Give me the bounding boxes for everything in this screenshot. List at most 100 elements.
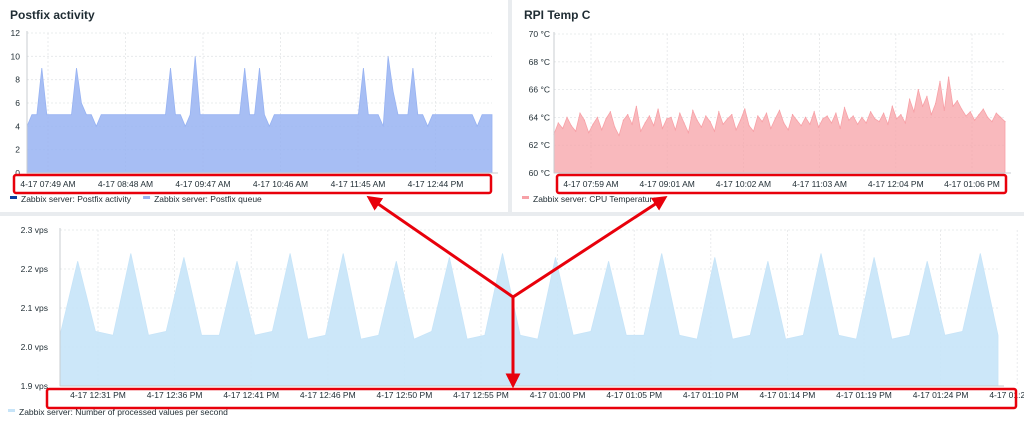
data-point xyxy=(696,119,698,121)
data-point xyxy=(562,127,564,130)
rpi-temp-widget: RPI Temp C 60 °C 62 °C 64 °C 66 °C 68 °C 70 °… xyxy=(512,0,1024,212)
data-point xyxy=(774,118,776,120)
postfix-activity-chart: 0 2 4 6 8 10 12 4-17 07:49 AM 4-17 08:48 AM 4-17 … xyxy=(10,28,498,204)
data-point xyxy=(579,112,581,114)
x-tick-label: 4-17 01:19 PM xyxy=(836,390,892,400)
y-tick-label: 68 °C xyxy=(529,57,550,67)
data-point xyxy=(969,111,971,113)
y-tick-label: 64 °C xyxy=(529,112,550,122)
data-point xyxy=(939,80,941,82)
data-point xyxy=(822,118,824,120)
data-point xyxy=(874,118,876,120)
data-point xyxy=(627,114,629,116)
y-tick-label: 1.9 vps xyxy=(21,381,48,391)
y-tick-label: 6 xyxy=(15,98,20,108)
data-point xyxy=(618,134,620,137)
x-tick-label: 4-17 01:00 PM xyxy=(530,390,586,400)
legend-swatch-0 xyxy=(10,196,17,199)
data-point xyxy=(848,119,850,121)
data-point xyxy=(900,114,902,116)
data-point xyxy=(978,114,980,116)
x-tick-label: 4-17 07:49 AM xyxy=(20,179,75,189)
data-point xyxy=(718,111,720,113)
postfix-activity-widget: Postfix activity 0 2 4 6 8 10 12 4-17 07:49 AM 4… xyxy=(0,0,508,212)
y-tick-label: 2.2 vps xyxy=(21,264,48,274)
data-point xyxy=(961,108,963,110)
data-point xyxy=(583,119,585,121)
data-point xyxy=(857,123,859,125)
data-point xyxy=(948,76,950,78)
data-point xyxy=(631,123,633,125)
x-tick-label: 4-17 12:50 PM xyxy=(377,390,433,400)
data-point xyxy=(865,122,867,124)
y-tick-label: 70 °C xyxy=(529,29,550,39)
data-point xyxy=(713,130,716,132)
data-point xyxy=(791,114,794,116)
data-point xyxy=(1004,121,1006,123)
data-point xyxy=(891,105,893,107)
data-point xyxy=(796,119,798,121)
processed-values-chart: 1.9 vps 2.0 vps 2.1 vps 2.2 vps 2.3 vps 4-17 … xyxy=(8,225,1024,417)
data-point xyxy=(982,108,984,110)
y-tick-label: 2.0 vps xyxy=(21,342,48,352)
data-point xyxy=(739,119,742,121)
data-point xyxy=(765,112,768,114)
data-point xyxy=(995,112,997,114)
data-point xyxy=(956,100,958,102)
data-point xyxy=(761,121,763,123)
data-point xyxy=(757,115,759,117)
data-point xyxy=(870,111,872,113)
data-point xyxy=(826,115,828,117)
data-point xyxy=(726,118,729,120)
data-point xyxy=(605,118,607,120)
data-point xyxy=(909,98,911,100)
data-point xyxy=(943,109,945,111)
legend-label-0: Zabbix server: CPU Temperature xyxy=(533,194,657,204)
x-tick-label: 4-17 01:24 PM xyxy=(913,390,969,400)
x-tick-label: 4-17 11:03 AM xyxy=(792,179,847,189)
data-point xyxy=(657,108,659,110)
data-point xyxy=(674,129,676,131)
data-point xyxy=(596,116,598,118)
data-point xyxy=(722,123,724,125)
data-point xyxy=(965,115,967,117)
x-tick-label: 4-17 12:31 PM xyxy=(70,390,126,400)
y-tick-label: 10 xyxy=(11,51,21,61)
x-tick-label: 4-17 12:44 PM xyxy=(408,179,464,189)
x-tick-label: 4-17 01:05 PM xyxy=(606,390,662,400)
rpi-temp-widget-title: RPI Temp C xyxy=(524,8,591,22)
x-tick-label: 4-17 07:59 AM xyxy=(563,179,618,189)
x-tick-label: 4-17 12:55 PM xyxy=(453,390,509,400)
data-point xyxy=(744,108,746,110)
series-area-0 xyxy=(59,253,999,387)
data-point xyxy=(917,89,919,91)
x-tick-label: 4-17 09:01 AM xyxy=(640,179,695,189)
data-point xyxy=(570,125,572,127)
legend-label-1: Zabbix server: Postfix queue xyxy=(154,194,262,204)
data-point xyxy=(778,109,781,111)
processed-values-widget: 1.9 vps 2.0 vps 2.1 vps 2.2 vps 2.3 vps 4-17 … xyxy=(0,216,1024,424)
x-tick-label: 4-17 01:10 PM xyxy=(683,390,739,400)
data-point xyxy=(839,127,841,130)
x-tick-label: 4-17 12:36 PM xyxy=(147,390,203,400)
data-point xyxy=(987,116,989,118)
data-point xyxy=(666,118,668,120)
data-point xyxy=(770,127,772,130)
data-point xyxy=(817,126,820,128)
y-tick-label: 4 xyxy=(15,121,20,131)
data-point xyxy=(804,116,807,118)
x-tick-label: 4-17 09:47 AM xyxy=(175,179,230,189)
x-tick-label: 4-17 12:46 PM xyxy=(300,390,356,400)
data-point xyxy=(952,105,954,107)
data-point xyxy=(692,109,694,111)
data-point xyxy=(748,125,750,127)
legend-swatch-1 xyxy=(143,196,151,199)
data-point xyxy=(648,115,650,117)
data-point xyxy=(852,115,854,117)
legend-label-0: Zabbix server: Postfix activity xyxy=(21,194,132,204)
data-point xyxy=(930,114,932,116)
x-tick-label: 4-17 12:04 PM xyxy=(868,179,924,189)
data-point xyxy=(974,119,976,121)
data-point xyxy=(904,122,906,124)
y-tick-label: 2.3 vps xyxy=(21,225,48,235)
